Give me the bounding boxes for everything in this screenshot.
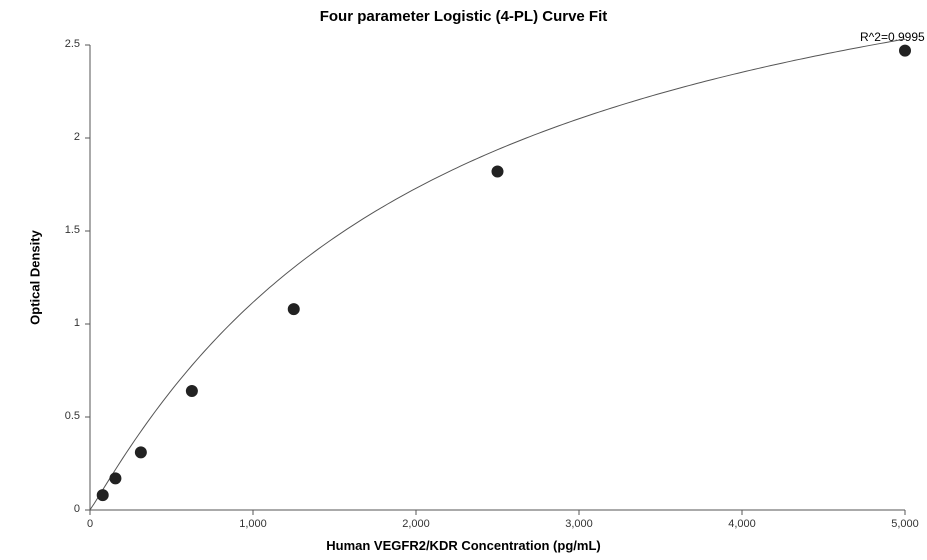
y-tick-label: 2 xyxy=(74,131,80,143)
x-tick-label: 3,000 xyxy=(559,518,599,530)
chart-container: Four parameter Logistic (4-PL) Curve Fit… xyxy=(0,0,927,560)
y-tick-label: 2.5 xyxy=(65,38,80,50)
x-tick-label: 5,000 xyxy=(885,518,925,530)
x-tick-label: 0 xyxy=(70,518,110,530)
chart-svg xyxy=(0,0,927,560)
x-tick-label: 1,000 xyxy=(233,518,273,530)
y-tick-label: 1 xyxy=(74,317,80,329)
y-tick-label: 1.5 xyxy=(65,224,80,236)
x-tick-label: 4,000 xyxy=(722,518,762,530)
y-tick-label: 0.5 xyxy=(65,410,80,422)
y-tick-label: 0 xyxy=(74,503,80,515)
x-tick-label: 2,000 xyxy=(396,518,436,530)
